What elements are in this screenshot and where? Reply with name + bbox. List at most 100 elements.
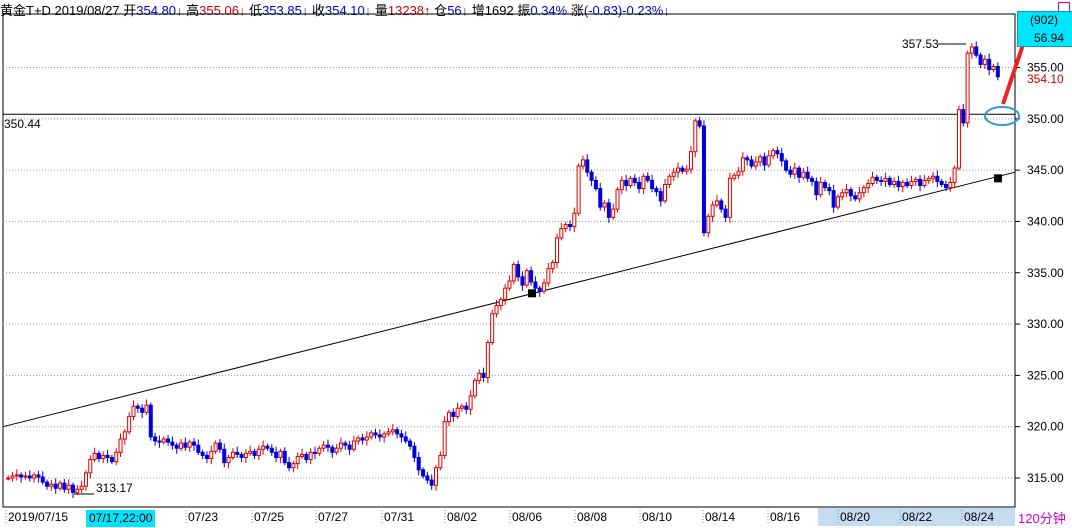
candle-up: [671, 171, 676, 177]
candle-down: [529, 270, 534, 283]
x-tick-label: 08/06: [512, 510, 542, 524]
highlight-ellipse: [984, 106, 1020, 126]
candle-up: [386, 431, 391, 435]
candle-down: [874, 176, 879, 181]
candle-down: [797, 167, 802, 178]
candle-up: [667, 175, 672, 185]
candle-up: [771, 150, 776, 157]
candle-down: [598, 188, 603, 208]
candle-up: [356, 437, 361, 442]
x-tick-label: 08/22: [902, 510, 932, 524]
candle-down: [585, 159, 590, 173]
candle-up: [127, 415, 132, 433]
candle-down: [157, 440, 162, 443]
candle-up: [969, 46, 974, 54]
candle-down: [183, 442, 188, 448]
candle-up: [684, 168, 689, 172]
trendline-marker: [994, 174, 1002, 183]
candle-up: [559, 228, 564, 239]
candle-up: [144, 404, 149, 413]
candle-up: [801, 171, 806, 178]
candle-up: [710, 204, 715, 217]
candle-up: [524, 270, 529, 286]
candle-up: [572, 212, 577, 228]
candle-down: [810, 177, 815, 182]
candle-down: [533, 281, 538, 289]
candle-down: [36, 474, 41, 478]
candle-down: [412, 445, 417, 458]
candle-up: [991, 65, 996, 71]
y-tick-label: 355.00: [1027, 61, 1064, 75]
candle-up: [576, 165, 581, 214]
candle-up: [161, 438, 166, 443]
candle-down: [330, 446, 335, 453]
period-selector[interactable]: 120分钟: [1018, 511, 1066, 526]
candle-up: [114, 451, 119, 463]
candle-up: [75, 488, 80, 493]
horizontal-line-price-tag: 350.44: [4, 117, 41, 131]
candle-down: [814, 180, 819, 196]
candle-up: [468, 395, 473, 410]
x-tick-label: 07/31: [384, 510, 414, 524]
high-price-tag: 357.53: [902, 37, 939, 51]
candle-up: [79, 485, 84, 490]
candle-up: [835, 196, 840, 208]
candle-up: [14, 474, 19, 477]
candle-down: [62, 482, 67, 490]
candle-down: [680, 167, 685, 172]
candle-down: [217, 442, 222, 450]
candle-down: [624, 179, 629, 187]
candle-up: [32, 474, 37, 479]
candle-down: [325, 444, 330, 448]
candle-down: [425, 475, 430, 481]
candle-up: [676, 167, 681, 173]
candle-up: [88, 459, 93, 474]
candle-up: [688, 151, 693, 170]
candle-down: [360, 437, 365, 441]
candle-down: [961, 109, 966, 124]
candle-up: [308, 451, 313, 461]
candle-up: [434, 467, 439, 486]
candle-down: [347, 444, 352, 450]
candle-down: [70, 484, 75, 493]
cursor-time-label: 07/17,22:00: [86, 510, 156, 527]
candle-down: [827, 187, 832, 192]
y-tick-label: 335.00: [1027, 266, 1064, 280]
candle-down: [658, 191, 663, 202]
candle-up: [727, 177, 732, 218]
candle-down: [343, 442, 348, 446]
candle-up: [477, 372, 482, 382]
candle-down: [935, 175, 940, 182]
candle-down: [749, 159, 754, 167]
low-price-tag: 313.17: [96, 481, 133, 495]
x-tick-label: 2019/07/15: [8, 510, 68, 524]
candle-up: [909, 180, 914, 187]
candle-down: [377, 434, 382, 438]
candle-up: [952, 167, 957, 183]
candle-down: [313, 451, 318, 454]
x-axis-highlight-band: [818, 508, 1015, 526]
candle-up: [278, 450, 283, 458]
bar-count: (902): [1030, 13, 1059, 27]
candle-up: [101, 454, 106, 460]
candle-down: [265, 445, 270, 449]
cursor-info-box: (902) 56.94: [1017, 11, 1072, 47]
candle-up: [10, 475, 15, 479]
candle-up: [261, 445, 266, 450]
candle-down: [848, 189, 853, 197]
candle-down: [887, 177, 892, 185]
candle-down: [637, 181, 642, 190]
candle-up: [213, 442, 218, 452]
candle-down: [723, 208, 728, 218]
candle-up: [758, 156, 763, 163]
candle-up: [338, 442, 343, 449]
x-tick-label: 08/16: [770, 510, 800, 524]
candle-down: [987, 58, 992, 71]
candle-down: [204, 454, 209, 460]
candle-up: [438, 454, 443, 469]
candle-down: [788, 169, 793, 175]
y-tick-label: 315.00: [1027, 471, 1064, 485]
candle-up: [243, 452, 248, 458]
trendline-marker: [528, 289, 536, 298]
